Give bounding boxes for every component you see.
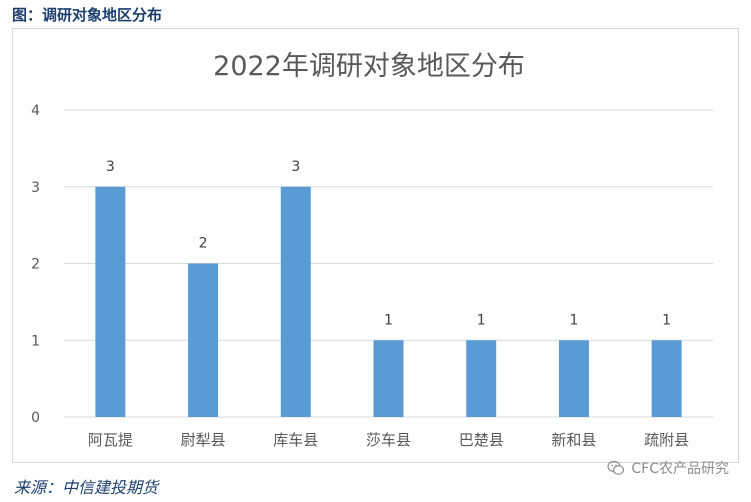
bar — [95, 186, 126, 417]
figure-caption: 图：调研对象地区分布 — [12, 6, 163, 24]
data-label: 1 — [477, 312, 486, 328]
data-label: 1 — [384, 312, 393, 328]
x-tick-label: 阿瓦提 — [88, 431, 133, 449]
bar — [188, 263, 219, 417]
watermark-text: CFC农产品研究 — [631, 461, 729, 477]
chart-frame: 2022年调研对象地区分布 0 1 2 3 4 3 阿瓦提 2 尉犁县 3 库车县 1 莎车县 1 巴楚县 1… — [12, 28, 739, 463]
bar — [558, 340, 589, 417]
y-tick-label: 4 — [31, 103, 40, 119]
data-label: 3 — [106, 159, 115, 175]
y-tick-label: 1 — [31, 333, 40, 349]
bar — [280, 186, 311, 417]
y-tick-label: 2 — [31, 257, 40, 273]
x-tick-label: 莎车县 — [366, 431, 411, 449]
y-tick-label: 0 — [31, 410, 40, 426]
data-label: 2 — [199, 236, 208, 252]
chart-title: 2022年调研对象地区分布 — [213, 51, 525, 82]
watermark: CFC农产品研究 — [607, 458, 729, 478]
x-tick-label: 新和县 — [551, 431, 596, 449]
x-tick-label: 尉犁县 — [181, 431, 226, 449]
x-tick-label: 库车县 — [273, 431, 318, 449]
source-note: 来源：中信建投期货 — [14, 478, 159, 497]
x-tick-label: 巴楚县 — [459, 431, 504, 449]
data-label: 3 — [291, 159, 300, 175]
data-label: 1 — [569, 312, 578, 328]
wechat-icon — [607, 460, 625, 475]
x-tick-label: 疏附县 — [644, 431, 689, 449]
bar-chart: 2022年调研对象地区分布 0 1 2 3 4 3 阿瓦提 2 尉犁县 3 库车县 1 莎车县 1 巴楚县 1… — [31, 51, 713, 449]
y-tick-label: 3 — [31, 180, 40, 196]
data-label: 1 — [662, 312, 671, 328]
bar — [373, 340, 404, 417]
bar — [466, 340, 497, 417]
bar — [651, 340, 682, 417]
